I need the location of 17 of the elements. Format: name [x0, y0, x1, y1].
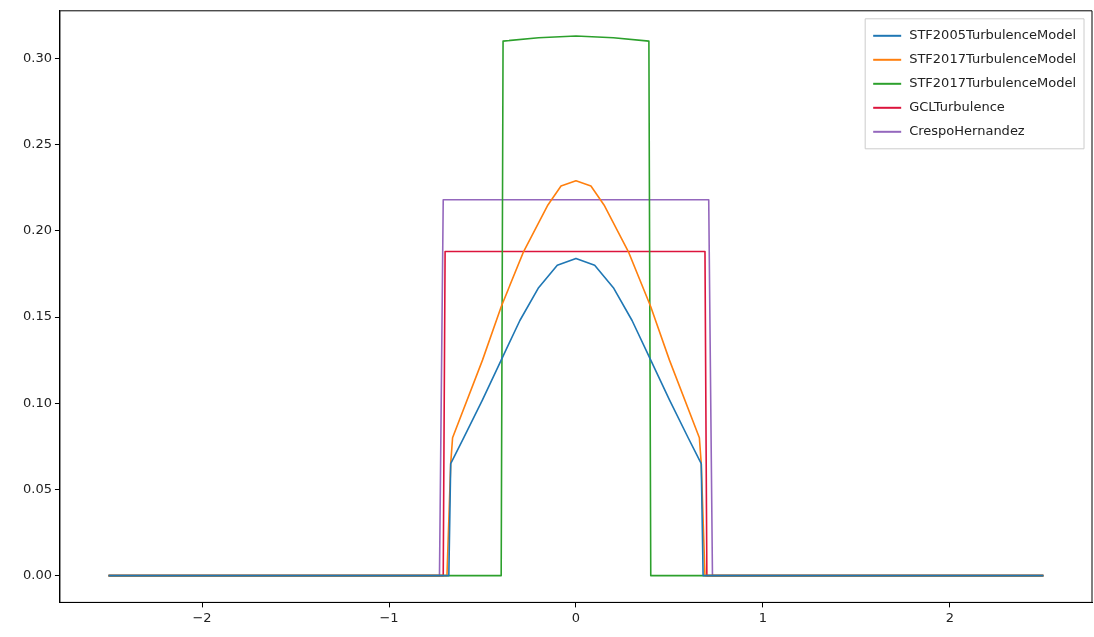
x-tick-label: 0	[571, 609, 581, 625]
legend-label: STF2005TurbulenceModel	[909, 27, 1077, 43]
y-tick-label: 0.30	[22, 49, 52, 65]
y-tick-label: 0.05	[22, 480, 52, 496]
x-tick-label: 2	[945, 609, 955, 625]
legend-label: GCLTurbulence	[909, 99, 1005, 115]
y-tick-label: 0.00	[22, 567, 52, 583]
y-tick-label: 0.20	[22, 222, 52, 238]
x-tick-label: 1	[758, 609, 768, 625]
x-tick-label: −2	[192, 609, 212, 625]
x-tick-label: −1	[379, 609, 399, 625]
y-tick-label: 0.10	[22, 394, 52, 410]
legend-label: STF2017TurbulenceModel	[909, 75, 1077, 91]
legend-label: STF2017TurbulenceModel	[909, 51, 1077, 67]
y-tick-label: 0.25	[22, 135, 52, 151]
legend-label: CrespoHernandez	[909, 123, 1025, 139]
y-tick-label: 0.15	[22, 308, 52, 324]
